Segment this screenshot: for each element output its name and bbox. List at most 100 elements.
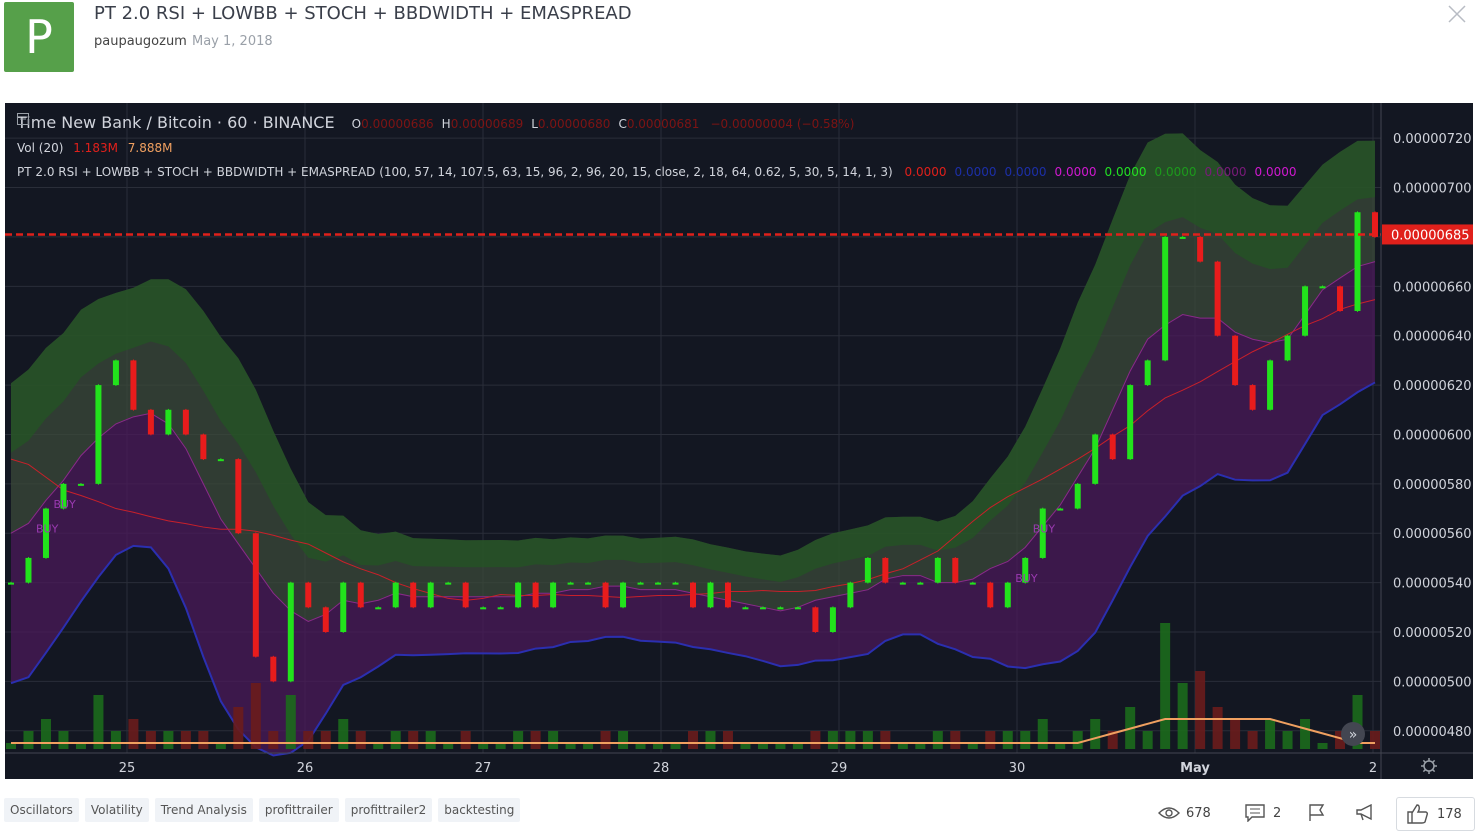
tag-oscillators[interactable]: Oscillators [4,798,79,822]
share-button[interactable] [1356,800,1376,826]
volume-bar [250,683,261,749]
volume-bar [460,731,471,749]
candle-body [899,582,906,585]
price-chart[interactable]: BUY BUY BUY BUY 0.00000720 0.00000700 0.000006… [5,103,1473,779]
volume-bar [128,719,139,749]
indicator-value: 0.0000 [1004,165,1047,179]
price-axis-label: 0.00000640 [1393,330,1472,345]
indicator-value: 0.0000 [1254,165,1297,179]
likes-number: 178 [1437,806,1462,822]
candle-body [462,582,469,608]
volume-bar [40,719,51,749]
candle-body [1232,335,1239,386]
candle-body [1214,261,1221,336]
indicator-value: 0.0000 [954,165,997,179]
candle-body [147,409,154,435]
ohlc-label-h: H [441,117,451,131]
volume-bar [565,743,576,749]
volume-bar [705,731,716,749]
candle-body [392,582,399,608]
flag-button[interactable] [1308,800,1326,826]
volume-bar [1055,743,1066,749]
candle-body [95,385,102,484]
volume-bar [1370,731,1380,749]
candle-body [480,607,487,610]
price-axis-label: 0.00000600 [1393,428,1472,443]
price-change: −0.00000004 (−0.58%) [710,117,855,131]
candle-body [1039,508,1046,558]
indicator-label: PT 2.0 RSI + LOWBB + STOCH + BBDWIDTH + … [17,165,893,179]
volume-bar [145,731,156,749]
volume-bar [653,743,664,749]
candle-body [130,360,137,410]
price-axis-label: 0.00000500 [1393,675,1472,690]
volume-bar [1247,731,1258,749]
volume-bar [1317,743,1328,749]
scroll-right-circle[interactable] [1341,722,1365,746]
gear-icon[interactable] [1421,758,1437,774]
upper-band-fill [11,133,1375,622]
candle-body [287,582,294,682]
author-link[interactable]: paupaugozum [94,34,187,49]
symbol-title: Time New Bank / Bitcoin · 60 · BINANCE [17,113,335,132]
candle-body [759,607,766,610]
like-button[interactable]: 178 [1396,797,1475,831]
comments-button[interactable]: 2 [1245,800,1281,826]
volume-bar [23,731,34,749]
indicator-value: 0.0000 [1154,165,1197,179]
volume-bar [1230,719,1241,749]
price-axis-label: 0.00000560 [1393,527,1472,542]
volume-bar [530,731,541,749]
price-axis-label: 0.00000700 [1393,182,1472,197]
indicator-value: 0.0000 [1204,165,1247,179]
candle-body [270,656,277,682]
scroll-right-button[interactable]: » [1341,722,1365,746]
indicator-legend: PT 2.0 RSI + LOWBB + STOCH + BBDWIDTH + … [17,165,1297,179]
price-axis-label: 0.00000540 [1393,577,1472,592]
flag-icon [1309,804,1325,821]
indicator-values: 0.0000 0.0000 0.0000 0.0000 0.0000 0.0000 0.00… [897,165,1297,179]
candle-body [672,582,679,585]
author-avatar[interactable]: P [4,2,74,72]
volume-bar [1177,683,1188,749]
candle-body [252,533,259,657]
ohlc-label-l: L [531,117,538,131]
volume-bar [1265,719,1276,749]
volume-bar [862,731,873,749]
candle-body [427,582,434,608]
candle-body [77,483,84,486]
candle-body [8,582,14,585]
lower-band-fill [11,261,1375,756]
volume-bar [495,743,506,749]
close-icon[interactable] [1447,4,1467,24]
tag-backtesting[interactable]: backtesting [438,798,521,822]
comment-icon [1245,804,1265,822]
volume-bar [6,743,16,749]
candle-body [200,434,207,460]
volume-bar [600,731,611,749]
candle-body [742,607,749,610]
candle-body [1144,360,1151,386]
candle-body [1127,385,1134,460]
chevrons-right-icon[interactable]: » [1349,727,1358,743]
candle-body [1354,212,1361,312]
time-axis-label: 30 [1009,761,1026,776]
eye-icon [1158,807,1180,819]
candle-body [497,607,504,610]
volume-bar [355,731,366,749]
candle-body [375,607,382,610]
candle-body [357,582,364,608]
tag-profittrailer[interactable]: profittrailer [258,798,339,822]
collapse-icon[interactable] [17,113,29,125]
chart-panel[interactable]: BUY BUY BUY BUY 0.00000720 0.00000700 0.000006… [5,103,1473,779]
ohlc-values: O0.00000686 H0.00000689 L0.00000680 C0.0000… [352,117,700,131]
candle-body [969,582,976,585]
price-axis-label: 0.00000620 [1393,379,1472,394]
volume-bar [810,731,821,749]
candle-body [550,582,557,608]
candle-body [340,582,347,633]
tag-profittrailer2[interactable]: profittrailer2 [344,798,433,822]
volume-bar [75,743,86,749]
tag-trend-analysis[interactable]: Trend Analysis [154,798,253,822]
tag-volatility[interactable]: Volatility [84,798,149,822]
